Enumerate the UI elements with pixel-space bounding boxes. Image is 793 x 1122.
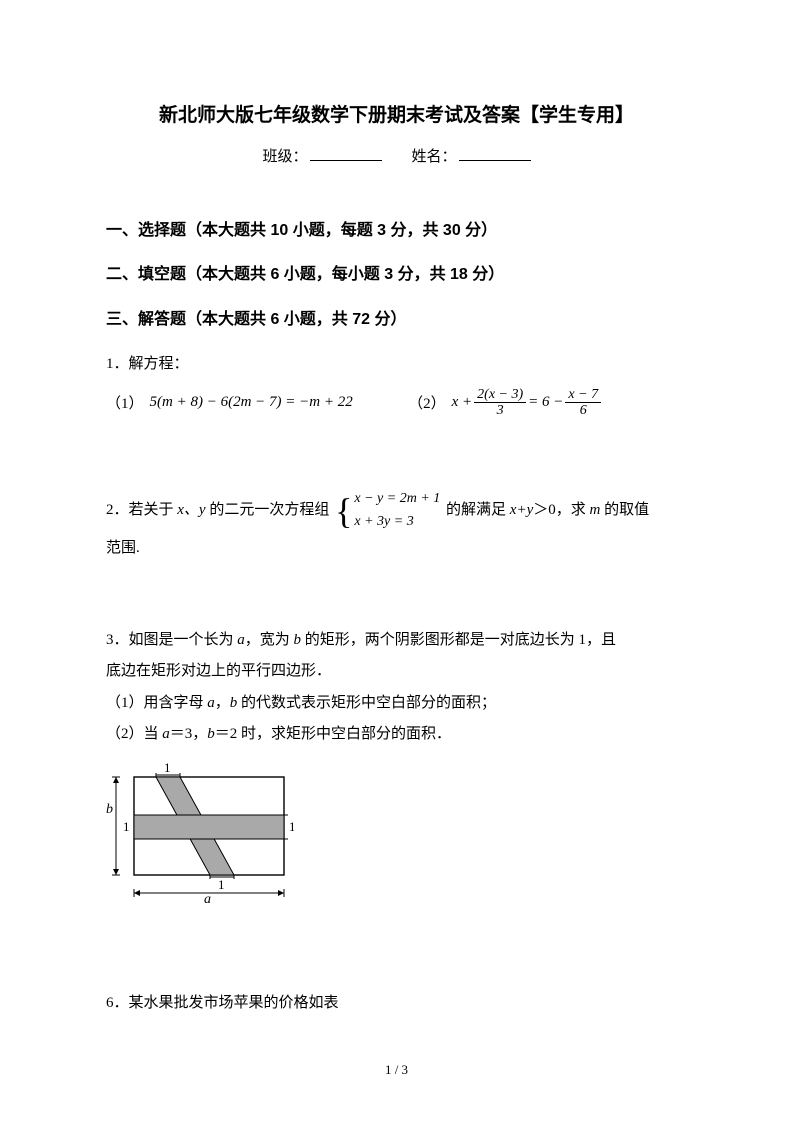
q2-system: { x − y = 2m + 1 x + 3y = 3	[335, 488, 440, 533]
q3-var-b: b	[294, 632, 302, 648]
q2-sys1: x − y = 2m + 1	[354, 488, 440, 510]
q1-eq2-frac2: x − 7 6	[565, 387, 601, 419]
svg-text:1: 1	[289, 819, 294, 834]
q1-eq1: 5(m + 8) − 6(2m − 7) = −m + 22	[150, 394, 353, 411]
q1-equations: （1） 5(m + 8) − 6(2m − 7) = −m + 22 （2） x…	[106, 387, 687, 419]
q2-post: 的取值	[600, 502, 649, 518]
frac-den: 6	[577, 403, 590, 418]
page-number: 1 / 3	[0, 1062, 793, 1078]
q2-mid1: 的二元一次方程组	[206, 502, 330, 518]
section-3-header: 三、解答题（本大题共 6 小题，共 72 分）	[106, 305, 687, 335]
q3-sub1: 的代数式表示矩形中空白部分的面积；	[237, 695, 496, 711]
q1-eq2-mid: = 6 −	[528, 394, 563, 411]
section-2-header: 二、填空题（本大题共 6 小题，每小题 3 分，共 18 分）	[106, 260, 687, 290]
q2: 2．若关于 x、y 的二元一次方程组 { x − y = 2m + 1 x + …	[106, 488, 687, 564]
page-title: 新北师大版七年级数学下册期末考试及答案【学生专用】	[106, 100, 687, 127]
q3-figure: 1 1 1 1 b a	[106, 763, 687, 908]
q2-line2: 范围.	[106, 540, 140, 556]
q2-pre: 2．若关于	[106, 502, 177, 518]
section-1-header: 一、选择题（本大题共 10 小题，每题 3 分，共 30 分）	[106, 216, 687, 246]
q2-cond: x+y	[510, 502, 533, 518]
svg-text:b: b	[106, 802, 113, 817]
q3-sub1-a: a	[207, 695, 215, 711]
frac-num: x − 7	[565, 387, 601, 403]
q2-sys2: x + 3y = 3	[354, 511, 440, 533]
q3: 3．如图是一个长为 a，宽为 b 的矩形，两个阴影图形都是一对底边长为 1，且 …	[106, 625, 687, 751]
q2-vars: x、y	[177, 502, 205, 518]
frac-num: 2(x − 3)	[474, 387, 526, 403]
q1-eq1-label: （1）	[106, 392, 144, 413]
q1-eq2-label: （2）	[408, 392, 446, 413]
brace-icon: {	[335, 493, 352, 529]
svg-text:a: a	[204, 892, 211, 903]
q3-sub2: （2）当	[106, 726, 162, 742]
svg-text:1: 1	[218, 877, 225, 892]
q3-sub2: ＝2 时，求矩形中空白部分的面积．	[215, 726, 451, 742]
class-label: 班级：	[262, 149, 307, 165]
class-blank[interactable]	[310, 145, 382, 161]
q3-sub2: ＝3，	[170, 726, 208, 742]
name-blank[interactable]	[459, 145, 531, 161]
q3-sub2-b: b	[207, 726, 215, 742]
q2-mid3: ＞0，求	[533, 502, 589, 518]
q3-sub1: ，	[215, 695, 230, 711]
q3-sub1: （1）用含字母	[106, 695, 207, 711]
q3-var-a: a	[237, 632, 245, 648]
q3-line2: 底边在矩形对边上的平行四边形．	[106, 656, 687, 688]
q3-sub2-a: a	[162, 726, 170, 742]
q3-text: 的矩形，两个阴影图形都是一对底边长为 1，且	[301, 632, 616, 648]
q1-label: 1．解方程：	[106, 349, 687, 381]
name-label: 姓名：	[412, 149, 457, 165]
svg-text:1: 1	[123, 819, 130, 834]
q1-eq2-pre: x +	[452, 394, 473, 411]
q6: 6．某水果批发市场苹果的价格如表	[106, 988, 687, 1020]
q1-eq2-frac1: 2(x − 3) 3	[474, 387, 526, 419]
q2-mid2: 的解满足	[446, 502, 510, 518]
q3-text: ，宽为	[245, 632, 294, 648]
student-info-line: 班级： 姓名：	[106, 145, 687, 166]
q3-text: 3．如图是一个长为	[106, 632, 237, 648]
svg-text:1: 1	[164, 763, 171, 775]
q2-mvar: m	[590, 502, 601, 518]
frac-den: 3	[494, 403, 507, 418]
